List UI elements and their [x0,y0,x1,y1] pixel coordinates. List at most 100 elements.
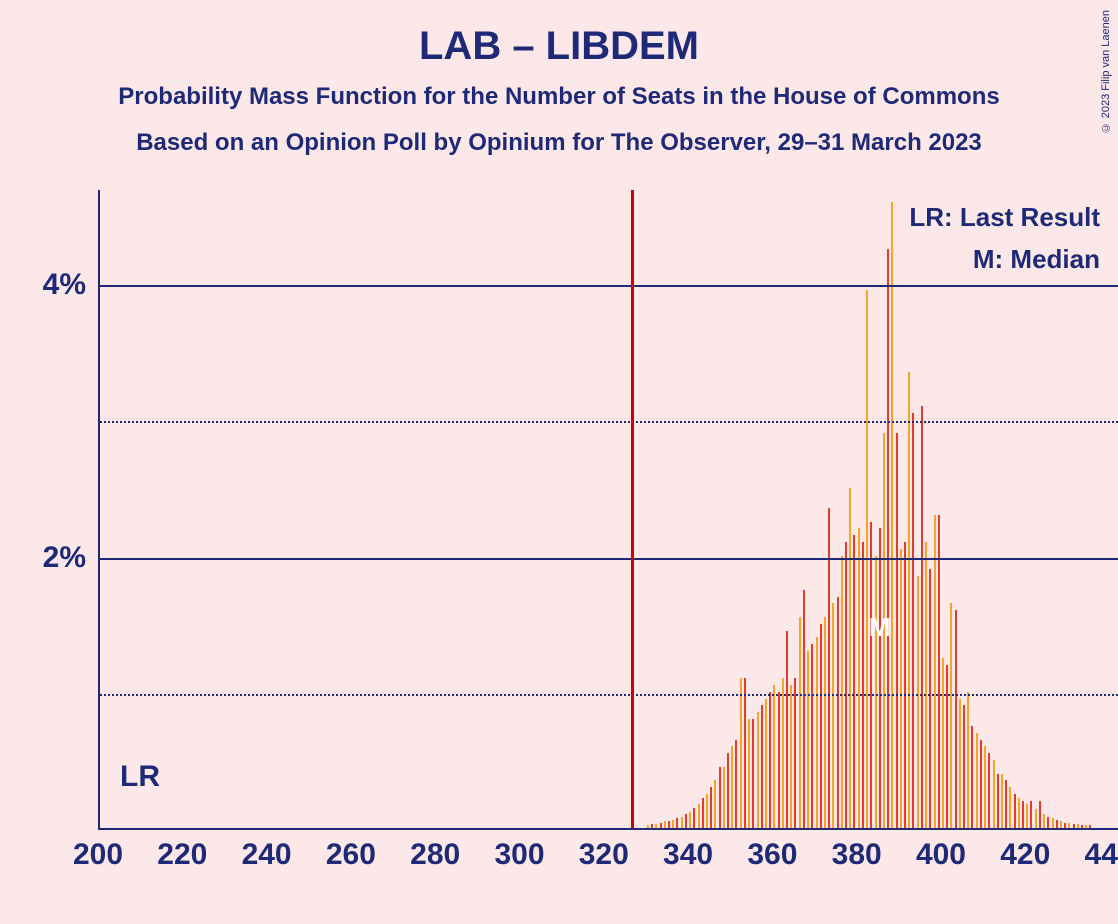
pmf-bar [820,624,822,828]
x-axis-label: 340 [663,838,713,872]
median-marker-label: M [869,612,891,643]
pmf-bar [1030,801,1032,828]
pmf-bar [824,617,826,828]
pmf-bar [955,610,957,828]
pmf-bar [811,644,813,828]
pmf-bar [828,508,830,828]
pmf-bar [685,814,687,828]
y-axis-label: 2% [43,541,86,575]
pmf-bar [993,760,995,828]
pmf-bar [778,692,780,828]
last-result-label: LR [120,760,160,794]
pmf-bar [668,821,670,828]
pmf-bar [655,824,657,828]
gridline-solid [100,285,1118,287]
pmf-bar [1043,814,1045,828]
gridline-solid [100,558,1118,560]
y-axis-label: 4% [43,268,86,302]
pmf-bar [1022,801,1024,828]
pmf-bar [790,685,792,828]
pmf-bar [698,804,700,829]
copyright-text: © 2023 Filip van Laenen [1100,10,1112,133]
pmf-bar [1056,820,1058,828]
x-axis-label: 240 [242,838,292,872]
pmf-bar [803,590,805,828]
pmf-bar [862,542,864,828]
pmf-bar [904,542,906,828]
pmf-bar [706,794,708,828]
pmf-bar [1052,818,1054,828]
pmf-bar [651,824,653,828]
gridline-dotted [100,694,1118,696]
pmf-bar [950,603,952,828]
pmf-bar [976,733,978,828]
pmf-bar [1068,823,1070,828]
pmf-bar [1077,824,1079,828]
pmf-bar [879,528,881,828]
pmf-bar [875,556,877,828]
x-axis-label: 440 [1085,838,1118,872]
pmf-bar [938,515,940,828]
pmf-bar [912,413,914,828]
chart-subtitle-2: Based on an Opinion Poll by Opinium for … [0,129,1118,157]
x-axis-label: 380 [832,838,882,872]
pmf-bar [752,719,754,828]
pmf-bar [757,712,759,828]
pmf-bar [765,699,767,828]
x-axis-label: 200 [73,838,123,872]
pmf-bar [853,535,855,828]
pmf-bar [1005,780,1007,828]
pmf-bar [714,780,716,828]
pmf-bar [782,678,784,828]
pmf-bar [744,678,746,828]
pmf-bar [723,767,725,828]
pmf-bar [727,753,729,828]
pmf-bar [1047,817,1049,828]
plot-region: M [98,190,1118,830]
pmf-bar [761,705,763,828]
pmf-bar [681,817,683,828]
pmf-bar [1085,825,1087,828]
chart-title: LAB – LIBDEM [0,0,1118,69]
pmf-bar [794,678,796,828]
pmf-bar [1064,823,1066,828]
pmf-bar [925,542,927,828]
pmf-bar [807,651,809,828]
pmf-bar [710,787,712,828]
pmf-bar [942,658,944,828]
x-axis-label: 320 [579,838,629,872]
pmf-bar [1035,809,1037,828]
last-result-line [631,190,634,828]
pmf-bar [891,202,893,828]
pmf-bar [929,569,931,828]
pmf-bar [908,372,910,828]
pmf-bar [917,576,919,828]
chart-subtitle-1: Probability Mass Function for the Number… [0,83,1118,111]
x-axis-label: 300 [494,838,544,872]
pmf-bar [858,528,860,828]
pmf-bar [870,522,872,828]
pmf-bar [971,726,973,828]
pmf-bar [1039,801,1041,828]
legend-median: M: Median [973,244,1100,275]
pmf-bar [816,637,818,828]
pmf-bar [1001,774,1003,828]
pmf-bar [740,678,742,828]
pmf-bar [997,774,999,828]
pmf-bar [963,705,965,828]
pmf-bar [1009,787,1011,828]
pmf-bar [887,249,889,828]
x-axis-label: 400 [916,838,966,872]
pmf-bar [1073,824,1075,828]
pmf-bar [1081,825,1083,828]
pmf-bar [689,812,691,828]
pmf-bar [967,692,969,828]
pmf-bar [735,740,737,829]
pmf-bar [773,685,775,828]
pmf-bar [786,631,788,828]
pmf-bar [647,825,649,828]
pmf-bar [832,603,834,828]
pmf-bar [921,406,923,828]
pmf-bar [984,746,986,828]
pmf-bar [1014,794,1016,828]
